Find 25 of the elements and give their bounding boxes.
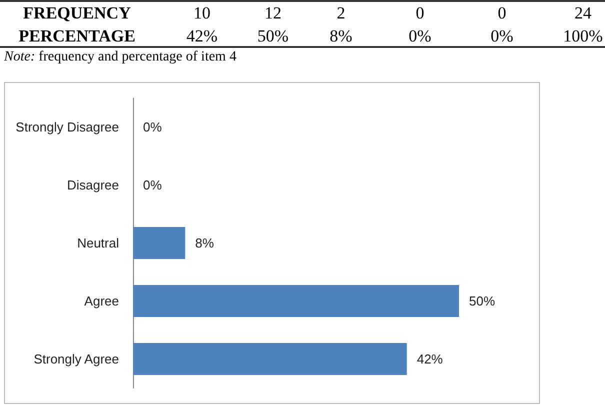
- y-tick-label: Agree: [84, 294, 119, 308]
- text: 42%: [186, 26, 218, 46]
- text: 12: [264, 4, 282, 22]
- y-tick-label: Strongly Agree: [34, 352, 119, 366]
- text: 0%: [408, 26, 432, 46]
- y-tick-label: Strongly Disagree: [16, 120, 119, 134]
- text: 10: [194, 4, 210, 22]
- text: Note: frequency and percentage of item 4: [3, 50, 236, 64]
- text: 100%: [563, 26, 603, 46]
- y-tick-label: Disagree: [66, 178, 119, 192]
- text: FREQUENCY: [23, 4, 131, 22]
- text: 0: [416, 4, 424, 22]
- text: 24: [574, 4, 592, 22]
- data-label: 0%: [143, 120, 162, 134]
- text: 2: [336, 4, 346, 22]
- text: PERCENTAGE: [18, 26, 136, 46]
- text: 0%: [490, 26, 514, 46]
- data-label: 0%: [143, 178, 162, 192]
- text: 50%: [257, 26, 289, 46]
- text: 8%: [330, 26, 352, 46]
- data-label: 42%: [416, 352, 444, 366]
- y-tick-label: Neutral: [77, 236, 120, 250]
- text: 0: [498, 4, 506, 22]
- data-label: 8%: [195, 236, 214, 250]
- data-label: 50%: [469, 294, 496, 308]
